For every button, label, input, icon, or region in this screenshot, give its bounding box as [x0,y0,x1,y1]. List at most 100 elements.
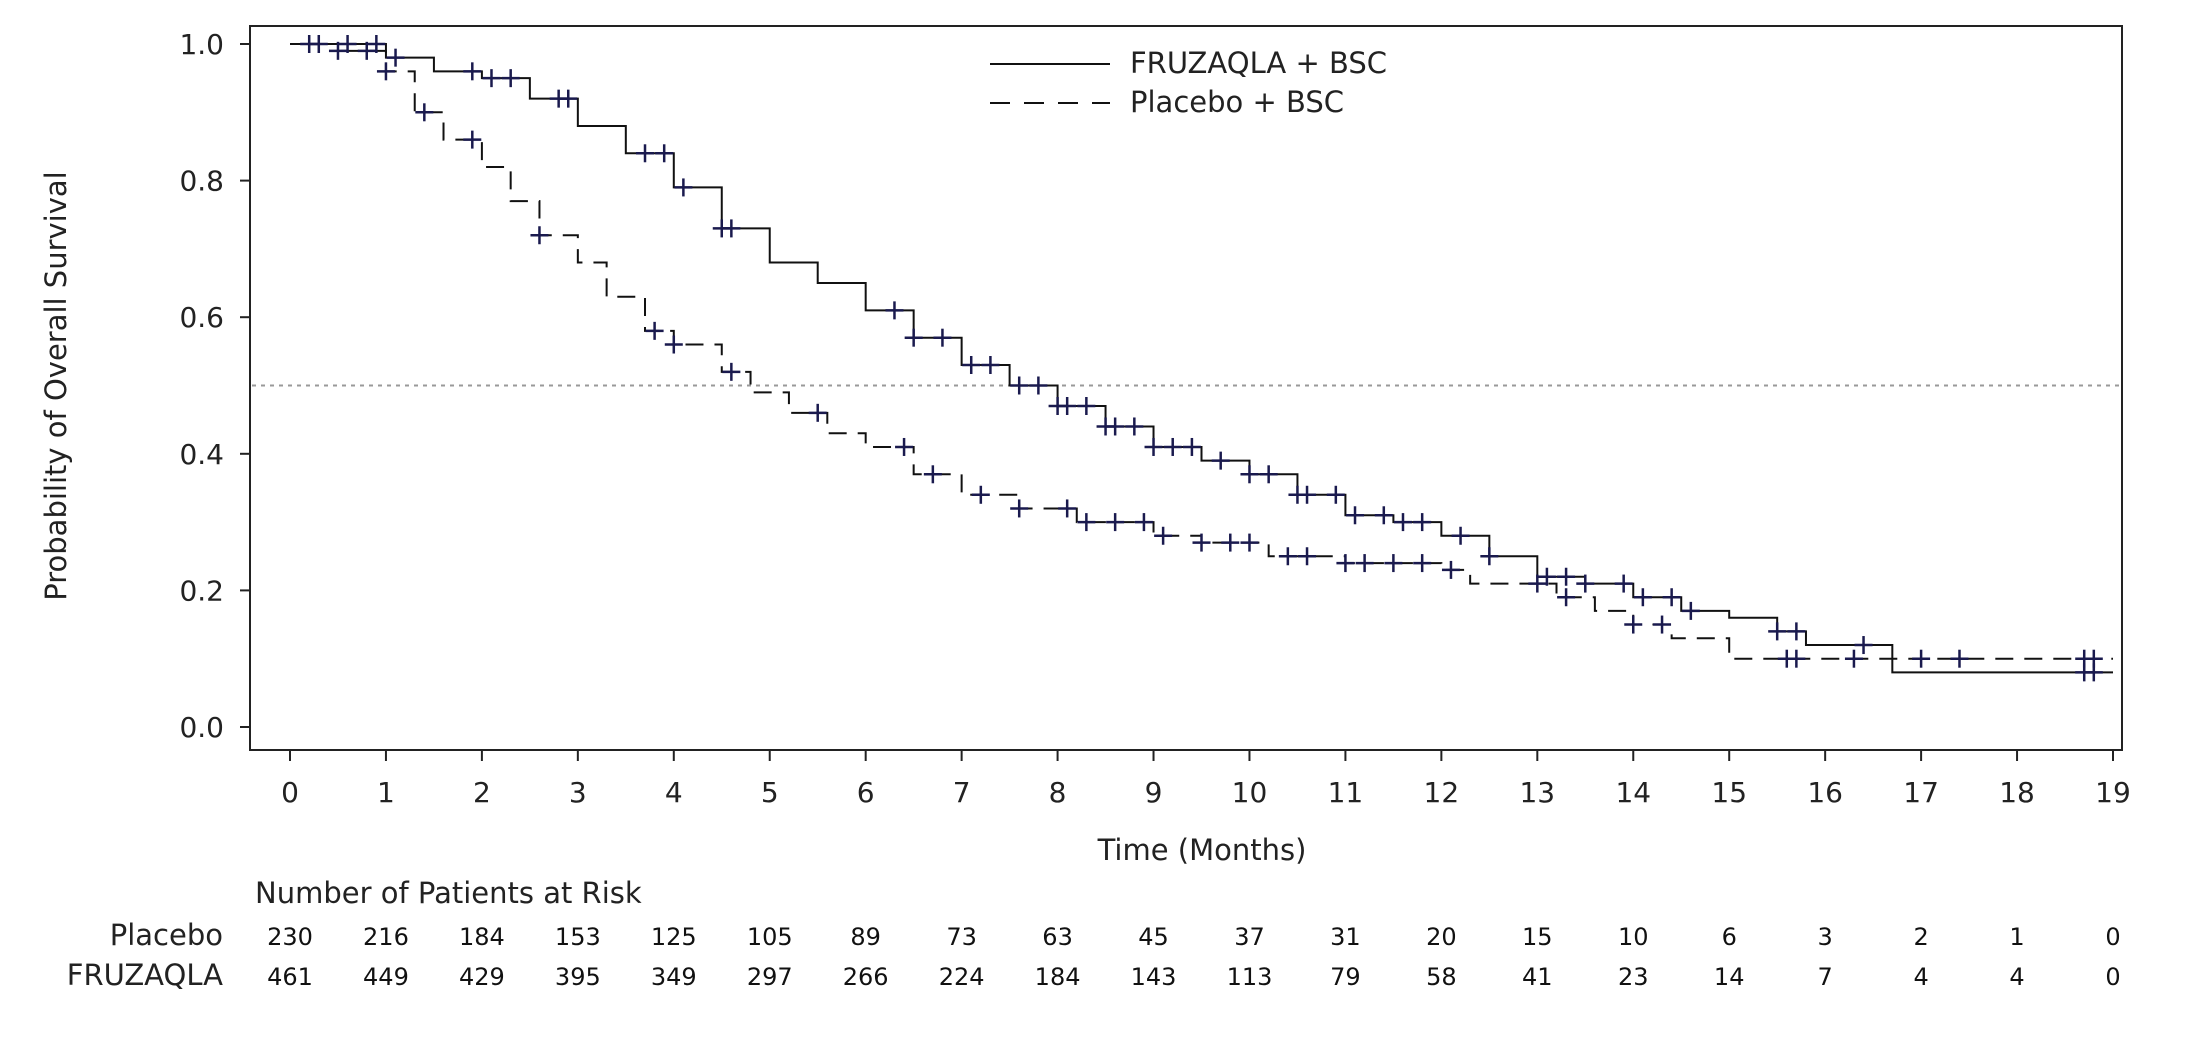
censor-mark-placebo [2084,649,2103,668]
y-axis: 0.0 0.2 0.4 0.6 0.8 1.0 [179,28,250,744]
censor-mark-fruzaqla [1614,574,1633,593]
risk-value-placebo: 0 [2105,923,2120,951]
censor-mark-placebo [1336,554,1355,573]
censor-mark-fruzaqla [1633,588,1652,607]
censor-mark-fruzaqla [1010,376,1029,395]
censor-mark-placebo [463,130,482,149]
risk-value-placebo: 105 [747,923,793,951]
legend: FRUZAQLA + BSC Placebo + BSC [990,46,1387,119]
risk-value-placebo: 6 [1722,923,1737,951]
risk-value-fruzaqla: 4 [1913,963,1928,991]
censor-mark-placebo [1528,574,1547,593]
censor-mark-fruzaqla [386,48,405,67]
censor-mark-placebo [1384,554,1403,573]
censor-mark-fruzaqla [655,144,674,163]
plot-frame [249,25,2123,751]
censor-mark-placebo [1624,615,1643,634]
censor-mark-placebo [1787,649,1806,668]
risk-value-fruzaqla: 297 [747,963,793,991]
censor-mark-placebo [808,403,827,422]
risk-value-placebo: 230 [267,923,313,951]
risk-value-fruzaqla: 349 [651,963,697,991]
censor-mark-fruzaqla [1787,622,1806,641]
censor-mark-fruzaqla [1557,567,1576,586]
censor-mark-placebo [1154,526,1173,545]
legend-label-fruzaqla: FRUZAQLA + BSC [1130,46,1387,80]
x-tick-label: 7 [953,776,971,809]
censor-mark-placebo [1950,649,1969,668]
x-tick-label: 8 [1049,776,1067,809]
censor-mark-fruzaqla [1374,506,1393,525]
y-tick-label: 0.8 [179,165,224,198]
risk-value-placebo: 10 [1618,923,1649,951]
risk-value-placebo: 31 [1330,923,1361,951]
censor-mark-fruzaqla [1163,437,1182,456]
censor-mark-placebo [923,465,942,484]
y-axis-label: Probability of Overall Survival [39,171,73,600]
censor-mark-placebo [722,362,741,381]
x-tick-label: 16 [1807,776,1843,809]
y-tick-label: 0.4 [179,438,224,471]
series-line-fruzaqla [290,43,2113,674]
risk-value-fruzaqla: 41 [1522,963,1553,991]
censor-mark-placebo [1010,499,1029,518]
x-tick-label: 12 [1424,776,1460,809]
censor-mark-fruzaqla [885,301,904,320]
censor-mark-fruzaqla [1144,437,1163,456]
censor-mark-placebo [1192,533,1211,552]
censor-mark-placebo [1441,560,1460,579]
censor-mark-fruzaqla [1393,513,1412,532]
x-tick-label: 9 [1145,776,1163,809]
x-tick-label: 11 [1328,776,1364,809]
x-tick-label: 4 [665,776,683,809]
y-tick-label: 1.0 [179,28,224,61]
y-tick-label: 0.0 [179,711,224,744]
risk-table-title: Number of Patients at Risk [255,876,642,910]
censor-marks-group [300,35,2103,682]
censor-mark-placebo [1221,533,1240,552]
censor-mark-fruzaqla [463,62,482,81]
x-tick-label: 6 [857,776,875,809]
censor-mark-fruzaqla [482,69,501,88]
risk-value-fruzaqla: 58 [1426,963,1457,991]
risk-value-fruzaqla: 4 [2009,963,2024,991]
legend-label-placebo: Placebo + BSC [1130,85,1344,119]
risk-row-label-fruzaqla: FRUZAQLA [67,958,223,992]
censor-mark-fruzaqla [1182,437,1201,456]
risk-value-fruzaqla: 79 [1330,963,1361,991]
censor-mark-fruzaqla [1681,601,1700,620]
risk-value-fruzaqla: 266 [843,963,889,991]
risk-value-fruzaqla: 113 [1227,963,1273,991]
risk-value-placebo: 184 [459,923,505,951]
x-tick-label: 14 [1615,776,1651,809]
censor-mark-fruzaqla [1077,396,1096,415]
censor-mark-fruzaqla [1106,417,1125,436]
x-tick-label: 0 [281,776,299,809]
x-axis: 0 1 2 3 4 5 6 7 8 9 10 11 12 13 14 15 16 17 18 19 [281,750,2131,809]
series-line-placebo [290,43,2113,660]
censor-mark-placebo [328,41,347,60]
censor-mark-placebo [895,437,914,456]
censor-mark-placebo [1653,615,1672,634]
censor-mark-fruzaqla [1662,588,1681,607]
censor-mark-fruzaqla [1058,396,1077,415]
x-tick-label: 3 [569,776,587,809]
x-tick-label: 5 [761,776,779,809]
risk-value-placebo: 73 [946,923,977,951]
risk-value-fruzaqla: 224 [939,963,985,991]
censor-mark-fruzaqla [933,328,952,347]
risk-value-placebo: 216 [363,923,409,951]
censor-mark-fruzaqla [1298,485,1317,504]
censor-mark-placebo [357,41,376,60]
censor-mark-fruzaqla [1768,622,1787,641]
censor-mark-placebo [530,226,549,245]
censor-mark-fruzaqla [1211,451,1230,470]
censor-mark-fruzaqla [1413,513,1432,532]
censor-mark-fruzaqla [559,89,578,108]
censor-mark-placebo [664,335,683,354]
censor-mark-placebo [309,35,328,53]
risk-value-fruzaqla: 184 [1035,963,1081,991]
risk-value-placebo: 89 [850,923,881,951]
risk-value-fruzaqla: 143 [1131,963,1177,991]
